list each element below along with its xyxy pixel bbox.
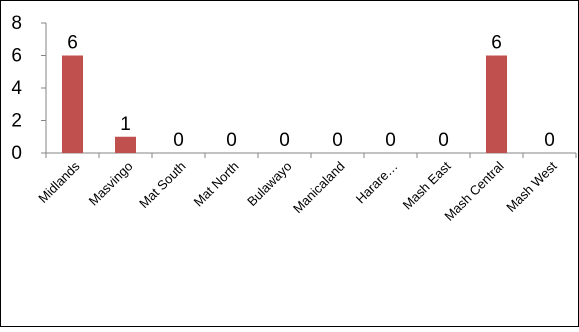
y-tick-label: 2 xyxy=(11,111,22,132)
x-tick-label: Midlands xyxy=(35,158,83,206)
data-label: 0 xyxy=(332,130,343,151)
x-tick-label: Mash West xyxy=(503,158,560,215)
data-label: 0 xyxy=(173,130,184,151)
data-label: 6 xyxy=(491,33,502,54)
data-label: 6 xyxy=(67,33,78,54)
x-tick-label: Masvingo xyxy=(86,159,136,209)
bar xyxy=(486,55,507,153)
data-label: 1 xyxy=(120,114,131,135)
x-tick-label: Mash East xyxy=(400,158,454,212)
bar xyxy=(115,136,136,153)
y-tick-label: 6 xyxy=(11,46,22,67)
x-axis xyxy=(45,152,577,158)
data-label: 0 xyxy=(385,130,396,151)
x-tick-label: Bulawayo xyxy=(244,159,294,209)
bar xyxy=(62,55,83,153)
data-labels: 6 1 0 0 0 0 0 0 6 0 xyxy=(67,33,555,152)
x-tick-label: Harare… xyxy=(353,159,401,207)
data-label: 0 xyxy=(226,130,237,151)
data-label: 0 xyxy=(544,130,555,151)
y-axis: 0 2 4 6 8 xyxy=(11,13,47,164)
y-tick-label: 8 xyxy=(11,13,22,34)
x-tick-labels: Midlands Masvingo Mat South Mat North Bulawa… xyxy=(35,158,560,224)
x-tick-label: Manicaland xyxy=(290,159,348,217)
y-tick-label: 4 xyxy=(11,78,22,99)
data-label: 0 xyxy=(438,130,449,151)
x-tick-label: Mat South xyxy=(136,159,189,212)
data-label: 0 xyxy=(279,130,290,151)
x-tick-label: Mat North xyxy=(191,159,242,210)
bars xyxy=(62,55,507,153)
y-tick-label: 0 xyxy=(11,143,22,164)
